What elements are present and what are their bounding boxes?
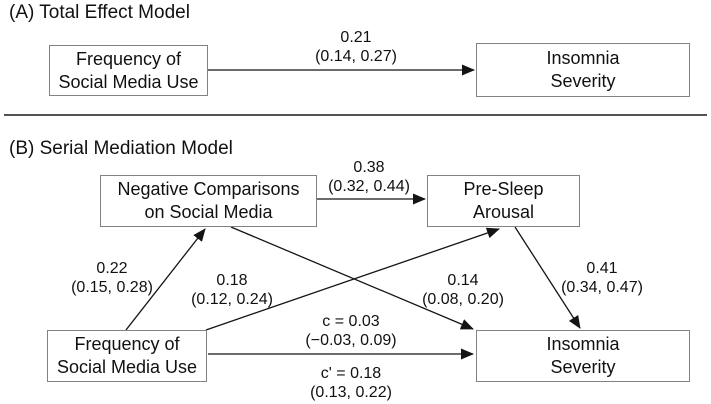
path-label-total-effect-a: 0.21 (0.14, 0.27)	[315, 29, 397, 66]
path-value: 0.21	[340, 29, 372, 46]
path-ci: (0.12, 0.24)	[191, 290, 273, 308]
path-ci: (0.13, 0.22)	[310, 383, 392, 401]
panel-b-title: (B) Serial Mediation Model	[9, 138, 233, 159]
path-value: 0.18	[216, 272, 248, 289]
path-ci: (0.14, 0.27)	[315, 47, 397, 65]
box-insomnia-severity-a: Insomnia Severity	[476, 43, 690, 97]
path-label-m2-to-y: 0.41 (0.34, 0.47)	[561, 260, 643, 297]
path-value: 0.38	[353, 159, 385, 176]
box-insomnia-severity-b: Insomnia Severity	[476, 330, 690, 382]
panel-a-title: (A) Total Effect Model	[9, 2, 190, 23]
path-label-m1-to-y: 0.14 (0.08, 0.20)	[422, 272, 504, 309]
box-pre-sleep-arousal: Pre-Sleep Arousal	[427, 175, 580, 227]
path-label-x-to-m1: 0.22 (0.15, 0.28)	[71, 260, 153, 297]
path-label-x-to-y-direct: c' = 0.18 (0.13, 0.22)	[310, 365, 392, 402]
path-label-m1-to-m2: 0.38 (0.32, 0.44)	[328, 159, 410, 196]
path-ci: (0.15, 0.28)	[71, 278, 153, 296]
path-ci: (0.32, 0.44)	[328, 177, 410, 195]
path-value: 0.22	[96, 260, 128, 277]
path-label-x-to-m2: 0.18 (0.12, 0.24)	[191, 272, 273, 309]
path-ci: (0.34, 0.47)	[561, 278, 643, 296]
path-ci: (0.08, 0.20)	[422, 290, 504, 308]
path-value: 0.41	[586, 260, 618, 277]
path-label-x-to-y-total: c = 0.03 (−0.03, 0.09)	[305, 313, 396, 350]
box-frequency-of-social-media-use-a: Frequency of Social Media Use	[49, 45, 208, 96]
path-ci: (−0.03, 0.09)	[305, 331, 397, 349]
path-value: c' = 0.18	[320, 365, 382, 382]
path-value: c = 0.03	[322, 313, 380, 330]
box-frequency-of-social-media-use-b: Frequency of Social Media Use	[47, 330, 207, 382]
path-value: 0.14	[447, 272, 479, 289]
box-negative-comparisons: Negative Comparisons on Social Media	[100, 175, 317, 227]
